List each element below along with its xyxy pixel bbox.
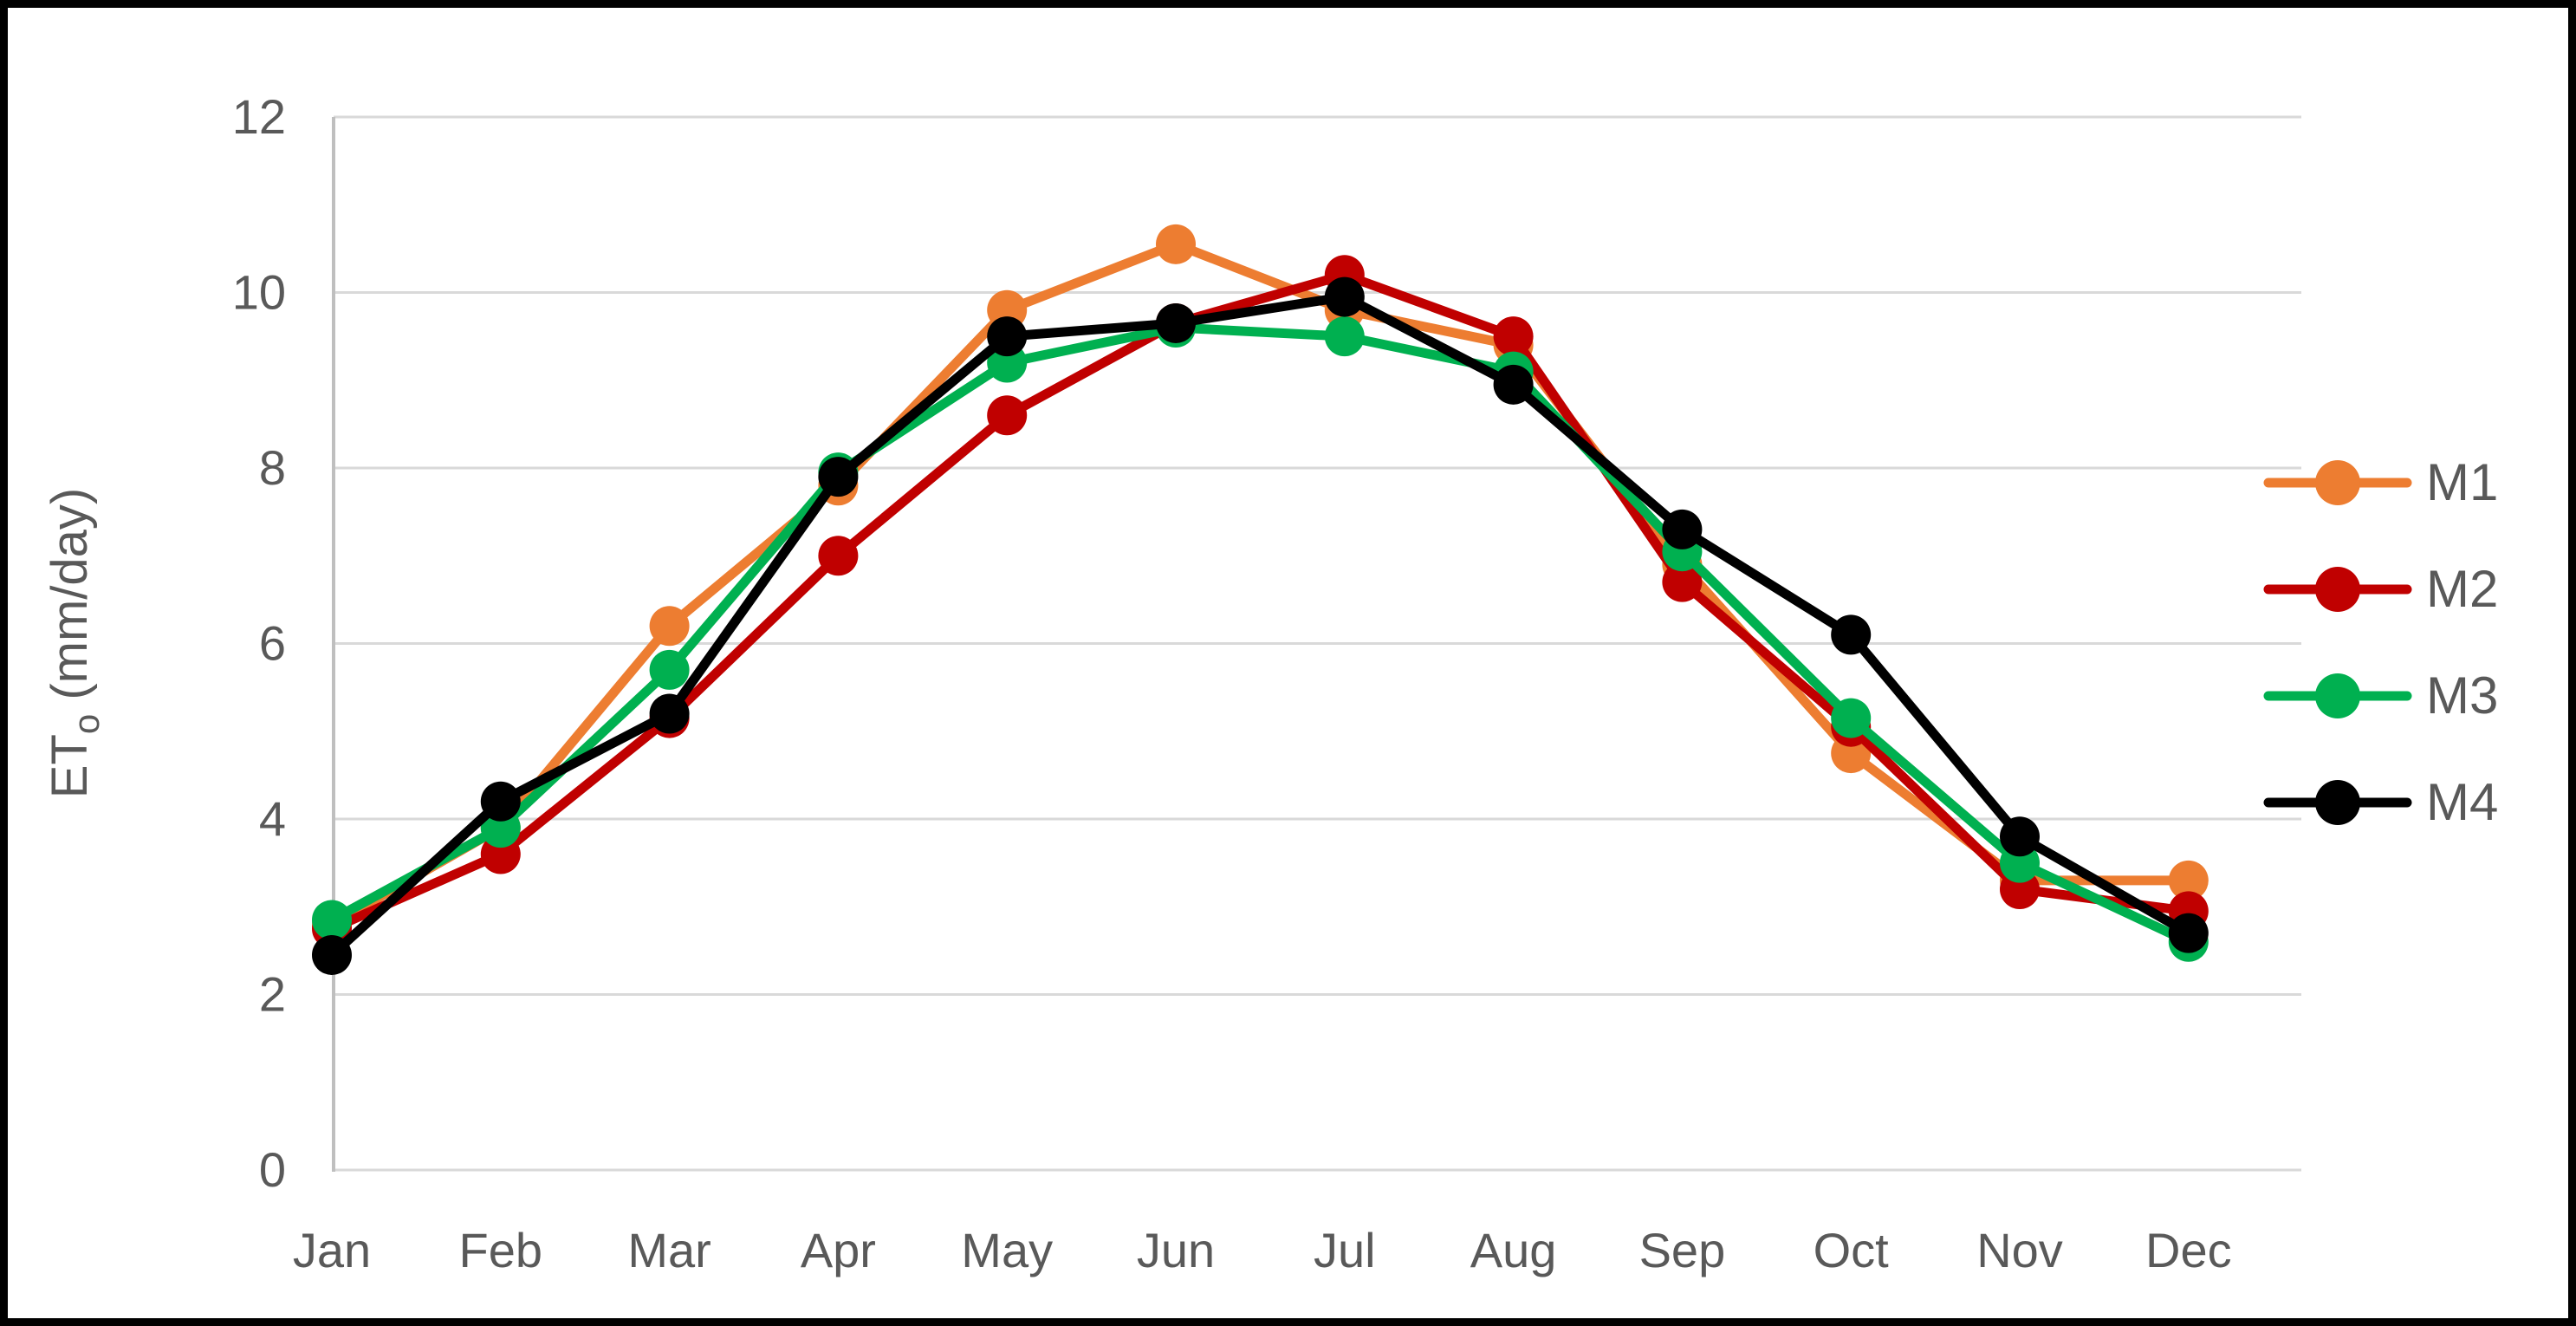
data-point-M4-May xyxy=(987,316,1028,357)
x-tick-label-Nov: Nov xyxy=(1976,1223,2063,1277)
data-point-M2-Sep xyxy=(1662,562,1703,602)
data-point-M4-Jun xyxy=(1156,302,1196,343)
y-tick-label-12: 12 xyxy=(232,89,286,144)
y-tick-label-10: 10 xyxy=(232,265,286,320)
series-M2-line xyxy=(327,270,2194,934)
data-point-M1-Mar xyxy=(649,606,690,647)
series-M4-line xyxy=(327,292,2194,960)
y-tick-label-0: 0 xyxy=(259,1142,286,1197)
data-point-M3-Mar xyxy=(649,649,690,690)
data-point-M1-Dec xyxy=(2168,860,2209,900)
x-tick-label-Apr: Apr xyxy=(801,1223,876,1277)
y-tick-label-2: 2 xyxy=(259,967,286,1022)
data-point-M4-Jul xyxy=(1324,276,1365,317)
x-tick-label-Jan: Jan xyxy=(293,1223,371,1277)
data-point-M3-Jan xyxy=(312,900,352,940)
data-point-M3-Jul xyxy=(1324,316,1365,357)
legend-label-M2: M2 xyxy=(2426,560,2498,618)
legend-label-M3: M3 xyxy=(2426,666,2498,725)
x-tick-label-Mar: Mar xyxy=(627,1223,711,1277)
x-tick-label-Aug: Aug xyxy=(1470,1223,1557,1277)
x-tick-label-Dec: Dec xyxy=(2145,1223,2232,1277)
y-tick-label-8: 8 xyxy=(259,440,286,495)
data-point-M2-Apr xyxy=(818,536,859,576)
data-point-M4-Mar xyxy=(649,693,690,734)
x-tick-label-Oct: Oct xyxy=(1814,1223,1890,1277)
legend-swatch-M2-marker xyxy=(2315,567,2360,612)
data-point-M4-Oct xyxy=(1831,614,1872,655)
data-point-M4-Sep xyxy=(1662,509,1703,549)
data-point-M4-Jan xyxy=(312,934,352,975)
data-point-M4-Nov xyxy=(2000,816,2040,857)
series-M1-line xyxy=(327,239,2194,929)
y-tick-label-4: 4 xyxy=(259,791,286,846)
y-tick-label-6: 6 xyxy=(259,616,286,671)
legend-label-M1: M1 xyxy=(2426,453,2498,511)
data-point-M1-Jun xyxy=(1156,224,1196,264)
x-tick-label-Jul: Jul xyxy=(1314,1223,1376,1277)
x-tick-label-Sep: Sep xyxy=(1639,1223,1726,1277)
legend-swatch-M1-marker xyxy=(2315,460,2360,505)
data-point-M4-Feb xyxy=(480,781,521,822)
legend-swatch-M3-marker xyxy=(2315,673,2360,718)
y-axis-title: ETo (mm/day) xyxy=(42,488,107,798)
data-point-M2-May xyxy=(987,395,1028,436)
x-tick-label-Jun: Jun xyxy=(1137,1223,1215,1277)
data-point-M4-Aug xyxy=(1493,364,1534,405)
legend-swatch-M4-marker xyxy=(2315,780,2360,825)
data-point-M4-Dec xyxy=(2168,913,2209,953)
data-point-M2-Aug xyxy=(1493,316,1534,357)
eto-line-chart: 0 2 4 6 8 10 12 Jan Feb Mar Apr May Jun Jul Aug Sep Oct N… xyxy=(42,89,2498,1277)
data-point-M3-Oct xyxy=(1831,698,1872,738)
x-tick-label-May: May xyxy=(961,1223,1053,1277)
series-M3-line xyxy=(327,322,2194,947)
data-point-M4-Apr xyxy=(818,457,859,497)
x-tick-label-Feb: Feb xyxy=(459,1223,543,1277)
legend-label-M4: M4 xyxy=(2426,773,2498,831)
